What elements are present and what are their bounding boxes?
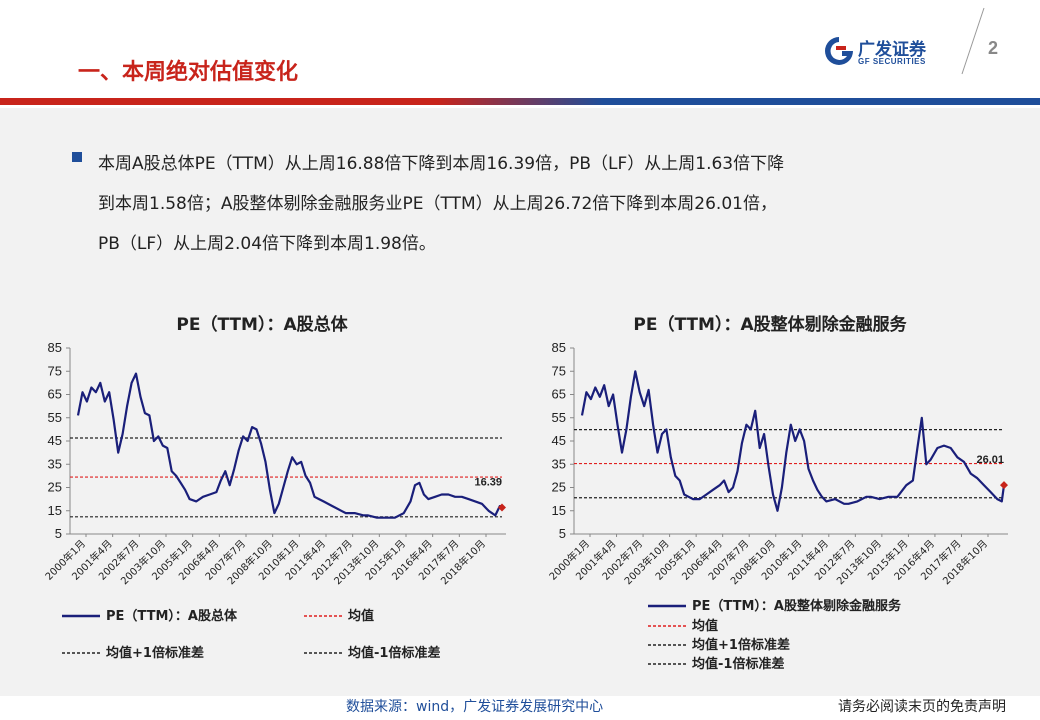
pe-series-line (580, 370, 1006, 512)
data-source-note: 数据来源：wind，广发证券发展研究中心 (346, 699, 604, 715)
divider-slash (961, 7, 985, 75)
y-tick-label: 5 (559, 526, 566, 541)
summary-line: PB（LF）从上周2.04倍下降到本周1.98倍。 (98, 234, 436, 254)
header-color-bar (0, 98, 1040, 105)
pe-series-line (76, 372, 502, 519)
legend-label: 均值+1倍标准差 (106, 645, 204, 661)
last-value-marker (1000, 481, 1008, 490)
bullet-square-icon (72, 152, 82, 162)
y-tick-label: 45 (552, 433, 566, 448)
gf-logo-icon (825, 37, 853, 65)
legend-label: PE（TTM）：A股整体剔除金融服务 (692, 598, 902, 614)
legend-label: PE（TTM）：A股总体 (106, 608, 238, 624)
summary-line: 本周A股总体PE（TTM）从上周16.88倍下降到本周16.39倍，PB（LF）… (98, 154, 785, 174)
y-tick-label: 25 (48, 480, 62, 495)
legend-label: 均值 (692, 618, 718, 634)
slide-header: 一、本周绝对估值变化 广发证券 GF SECURITIES 2 (0, 0, 1040, 108)
page-number: 2 (988, 38, 999, 58)
y-tick-label: 85 (48, 340, 62, 355)
legend-label: 均值-1倍标准差 (348, 645, 440, 661)
slide-content: 本周A股总体PE（TTM）从上周16.88倍下降到本周16.39倍，PB（LF）… (0, 108, 1040, 696)
y-tick-label: 45 (48, 433, 62, 448)
y-tick-label: 15 (552, 503, 566, 518)
legend-label: 均值-1倍标准差 (692, 656, 784, 672)
y-tick-label: 85 (552, 340, 566, 355)
y-tick-label: 55 (48, 410, 62, 425)
y-tick-label: 65 (552, 387, 566, 402)
disclaimer-note: 请务必阅读末页的免责声明 (838, 699, 1006, 715)
y-tick-label: 55 (552, 410, 566, 425)
last-value-label: 26.01 (976, 454, 1004, 466)
legend-label: 均值+1倍标准差 (692, 637, 790, 653)
summary-line: 到本周1.58倍；A股整体剔除金融服务业PE（TTM）从上周26.72倍下降到本… (98, 194, 777, 214)
y-tick-label: 25 (552, 480, 566, 495)
chart-title: PE（TTM）：A股总体 (176, 314, 348, 335)
last-value-marker (498, 503, 506, 512)
legend-label: 均值 (348, 608, 374, 624)
page-title: 一、本周绝对估值变化 (78, 60, 299, 85)
y-tick-label: 35 (48, 456, 62, 471)
summary-text: 本周A股总体PE（TTM）从上周16.88倍下降到本周16.39倍，PB（LF）… (98, 144, 958, 264)
y-tick-label: 15 (48, 503, 62, 518)
y-tick-label: 5 (55, 526, 62, 541)
gf-securities-logo: 广发证券 GF SECURITIES (822, 34, 952, 70)
last-value-label: 16.39 (474, 477, 502, 489)
logo-english-text: GF SECURITIES (858, 57, 926, 66)
y-tick-label: 65 (48, 387, 62, 402)
y-tick-label: 35 (552, 456, 566, 471)
chart-title: PE（TTM）：A股整体剔除金融服务 (633, 314, 907, 335)
y-tick-label: 75 (48, 363, 62, 378)
y-tick-label: 75 (552, 363, 566, 378)
logo-chinese-text: 广发证券 (858, 40, 926, 60)
